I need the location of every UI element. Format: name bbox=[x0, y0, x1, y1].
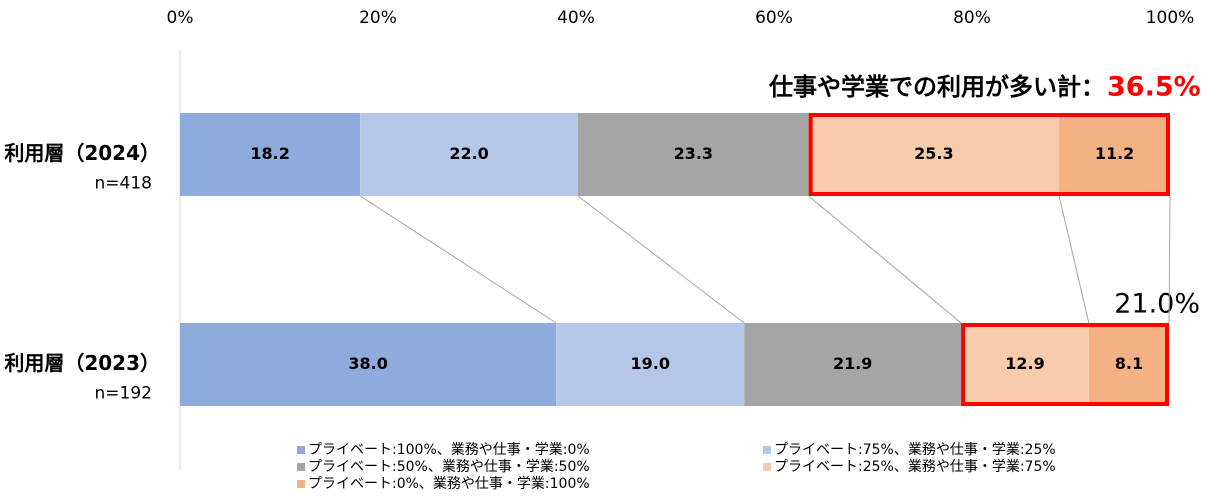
connector-line bbox=[577, 195, 745, 324]
bar-segment bbox=[180, 113, 361, 196]
legend-swatch bbox=[763, 463, 771, 471]
bar-segment bbox=[556, 323, 745, 406]
value-label: 12.9 bbox=[1005, 354, 1044, 373]
category-label: 利用層（2023） bbox=[4, 351, 160, 375]
bar-segment bbox=[1088, 323, 1170, 406]
legend-swatch bbox=[297, 446, 305, 454]
x-tick-label: 20% bbox=[359, 8, 397, 28]
value-label: 22.0 bbox=[449, 144, 488, 163]
connector-line bbox=[808, 195, 962, 324]
bar-segment bbox=[961, 323, 1089, 406]
bar-segment bbox=[808, 113, 1060, 196]
legend-label: プライベート:25%、業務や仕事・学業:75% bbox=[774, 459, 1056, 475]
legend-swatch bbox=[297, 463, 305, 471]
bar-segment bbox=[744, 323, 962, 406]
bar-segment bbox=[1059, 113, 1170, 196]
annotation-label: 仕事や学業での利用が多い計： bbox=[768, 73, 1105, 101]
value-label: 23.3 bbox=[674, 144, 713, 163]
legend-label: プライベート:75%、業務や仕事・学業:25% bbox=[774, 442, 1056, 458]
highlight-box bbox=[961, 323, 1170, 406]
value-label: 19.0 bbox=[631, 354, 670, 373]
sample-size: n=418 bbox=[95, 174, 152, 194]
x-tick-label: 40% bbox=[557, 8, 595, 28]
value-label: 38.0 bbox=[348, 354, 387, 373]
legend-label: プライベート:50%、業務や仕事・学業:50% bbox=[308, 459, 590, 475]
x-tick-label: 0% bbox=[167, 8, 194, 28]
value-label: 18.2 bbox=[250, 144, 289, 163]
x-tick-label: 80% bbox=[953, 8, 991, 28]
connector-line bbox=[1058, 195, 1090, 324]
connector-line bbox=[1168, 195, 1171, 324]
legend-label: プライベート:0%、業務や仕事・学業:100% bbox=[308, 476, 590, 492]
connector-line bbox=[359, 195, 557, 324]
legend-swatch bbox=[763, 446, 771, 454]
legend-label: プライベート:100%、業務や仕事・学業:0% bbox=[308, 442, 590, 458]
highlight-box bbox=[808, 113, 1171, 196]
bar-segment bbox=[180, 323, 557, 406]
value-label: 25.3 bbox=[914, 144, 953, 163]
bar-segment bbox=[577, 113, 809, 196]
category-label: 利用層（2024） bbox=[4, 141, 160, 165]
x-tick-label: 60% bbox=[755, 8, 793, 28]
value-label: 8.1 bbox=[1115, 354, 1143, 373]
bar-segment bbox=[360, 113, 578, 196]
sample-size: n=192 bbox=[95, 384, 152, 404]
x-tick-label: 100% bbox=[1146, 8, 1195, 28]
value-label: 11.2 bbox=[1095, 144, 1134, 163]
legend-swatch bbox=[297, 480, 305, 488]
annotation-total: 21.0% bbox=[1114, 289, 1200, 320]
annotation-total: 36.5% bbox=[1107, 72, 1201, 103]
value-label: 21.9 bbox=[833, 354, 872, 373]
